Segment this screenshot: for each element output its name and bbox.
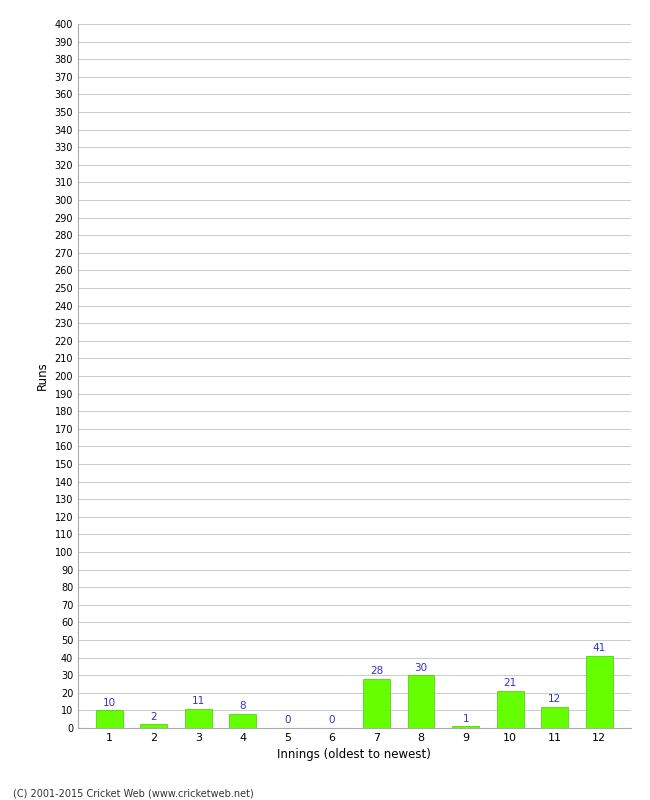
Text: 12: 12: [548, 694, 562, 704]
Text: 8: 8: [240, 702, 246, 711]
Text: (C) 2001-2015 Cricket Web (www.cricketweb.net): (C) 2001-2015 Cricket Web (www.cricketwe…: [13, 788, 254, 798]
Bar: [363, 678, 390, 728]
Text: 11: 11: [192, 696, 205, 706]
Bar: [96, 710, 123, 728]
Text: 21: 21: [504, 678, 517, 688]
Text: 0: 0: [284, 715, 291, 726]
X-axis label: Innings (oldest to newest): Innings (oldest to newest): [278, 749, 431, 762]
Text: 1: 1: [462, 714, 469, 723]
Bar: [541, 707, 568, 728]
Bar: [497, 691, 523, 728]
Y-axis label: Runs: Runs: [36, 362, 49, 390]
Bar: [452, 726, 479, 728]
Text: 30: 30: [415, 662, 428, 673]
Bar: [408, 675, 434, 728]
Text: 41: 41: [593, 643, 606, 653]
Bar: [586, 656, 613, 728]
Text: 10: 10: [103, 698, 116, 708]
Bar: [229, 714, 256, 728]
Bar: [140, 725, 167, 728]
Text: 28: 28: [370, 666, 383, 676]
Text: 2: 2: [150, 712, 157, 722]
Bar: [185, 709, 212, 728]
Text: 0: 0: [329, 715, 335, 726]
